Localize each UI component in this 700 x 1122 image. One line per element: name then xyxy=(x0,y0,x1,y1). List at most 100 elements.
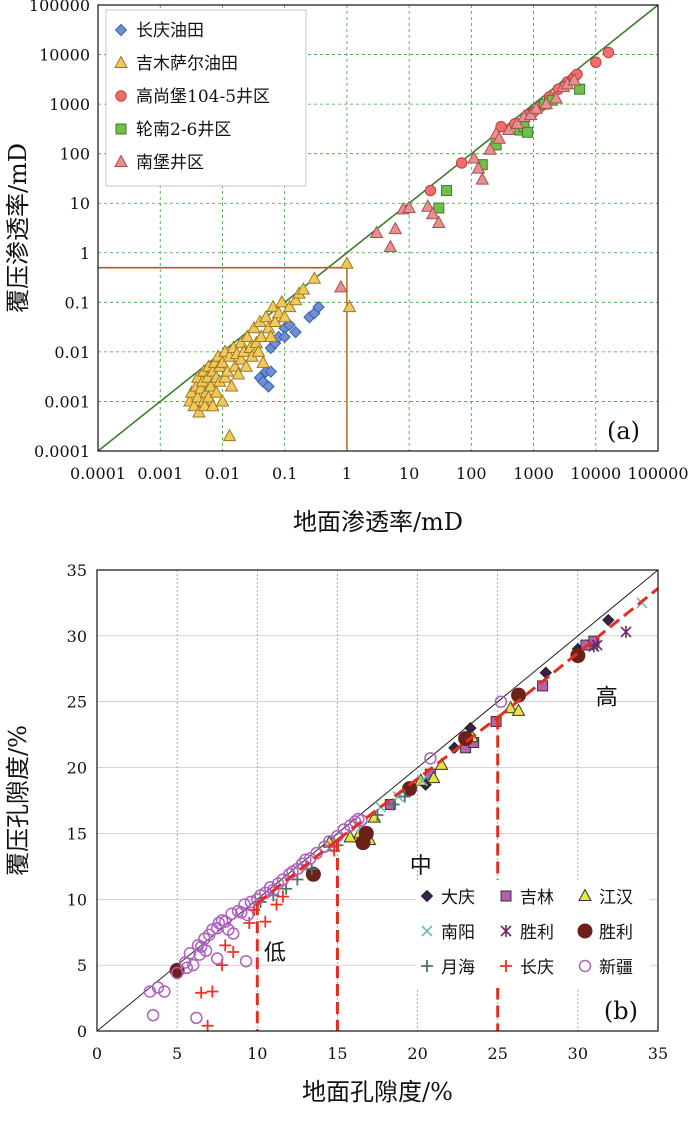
panel-label: (a) xyxy=(607,417,640,445)
data-point xyxy=(282,299,297,313)
data-point xyxy=(243,916,256,929)
data-point xyxy=(475,172,490,185)
x-tick-label: 10 xyxy=(247,1044,267,1063)
y-tick-label: 0.0001 xyxy=(34,442,90,461)
x-tick-label: 0.001 xyxy=(137,464,183,483)
y-tick-label: 5 xyxy=(77,956,87,975)
data-point xyxy=(218,915,232,928)
data-point xyxy=(420,199,435,212)
data-point xyxy=(251,344,266,357)
data-point xyxy=(274,294,289,308)
data-point xyxy=(215,355,230,368)
data-point xyxy=(288,292,303,306)
legend-marker xyxy=(500,960,512,972)
data-point xyxy=(523,107,538,121)
data-point xyxy=(234,335,249,349)
x-tick-label: 0.1 xyxy=(272,464,297,483)
legend-marker xyxy=(114,23,128,37)
data-point xyxy=(183,947,197,960)
data-point xyxy=(591,639,603,652)
legend-marker xyxy=(421,960,433,972)
x-tick-label: 15 xyxy=(327,1044,347,1063)
x-tick-label: 35 xyxy=(648,1044,668,1063)
data-point xyxy=(495,121,507,133)
zone-label: 高 xyxy=(596,685,618,710)
data-point xyxy=(567,72,582,86)
data-point xyxy=(264,329,278,342)
x-axis-label: 地面渗透率/mD xyxy=(293,508,463,536)
legend-marker xyxy=(578,959,592,973)
data-point xyxy=(342,299,357,313)
data-point xyxy=(529,101,543,114)
data-point xyxy=(259,309,273,323)
legend-box xyxy=(105,9,307,187)
series-1 xyxy=(183,256,357,442)
data-point xyxy=(195,986,208,999)
x-tick-label: 0 xyxy=(92,1044,102,1063)
data-point xyxy=(388,221,403,235)
y-tick-label: 1 xyxy=(80,244,90,263)
data-point xyxy=(239,359,253,372)
trend-segment xyxy=(336,716,499,842)
series-8 xyxy=(143,695,508,1025)
data-point xyxy=(226,927,240,940)
y-tick-label: 10 xyxy=(70,194,90,213)
data-point xyxy=(467,150,481,164)
data-point xyxy=(501,122,516,136)
data-point xyxy=(224,378,239,392)
legend-marker xyxy=(114,55,128,68)
data-point xyxy=(180,961,194,975)
data-point xyxy=(262,380,275,393)
data-point xyxy=(264,365,278,378)
zone-label: 中 xyxy=(410,854,432,879)
data-point xyxy=(278,330,291,344)
data-point xyxy=(574,83,586,95)
plot-frame xyxy=(97,4,659,452)
data-point xyxy=(210,952,224,965)
data-point xyxy=(259,915,272,928)
panel-b: 低 中 高 0 5 10 15 20 25 30 35 0 5 10 15 20 25 30 35 地面孔隙度/% 覆压… xyxy=(4,561,668,1106)
x-tick-label: 100000 xyxy=(627,464,688,483)
data-point xyxy=(276,890,289,903)
data-point xyxy=(355,814,368,827)
data-point xyxy=(256,355,270,368)
y-tick-label: 20 xyxy=(67,759,87,778)
data-point xyxy=(261,320,276,334)
x-tick-label: 25 xyxy=(488,1044,508,1063)
data-point xyxy=(227,945,240,958)
data-point xyxy=(369,225,384,239)
data-point xyxy=(494,695,508,708)
data-point xyxy=(184,385,199,398)
data-point xyxy=(201,1019,214,1032)
data-point xyxy=(143,985,157,998)
data-point xyxy=(305,866,321,882)
data-point xyxy=(387,798,400,811)
legend-marker xyxy=(115,123,127,135)
data-point xyxy=(289,325,302,339)
y-tick-label: 10000 xyxy=(39,46,90,65)
data-point xyxy=(358,825,374,841)
data-point xyxy=(590,56,602,68)
y-axis-label: 覆压渗透率/mD xyxy=(4,143,32,313)
data-point xyxy=(371,808,384,821)
legend-label: 南阳 xyxy=(441,923,475,943)
y-tick-label: 100 xyxy=(59,145,90,164)
x-tick-label: 1000 xyxy=(513,464,554,483)
data-point xyxy=(343,829,358,843)
data-point xyxy=(539,96,554,110)
data-point xyxy=(492,131,506,144)
data-point xyxy=(483,142,497,155)
data-point xyxy=(334,279,348,293)
zone-label: 低 xyxy=(264,941,286,966)
data-point xyxy=(570,648,586,664)
legend-label: 高尚堡104-5井区 xyxy=(136,87,270,107)
x-axis-label: 地面孔隙度/% xyxy=(302,1078,453,1106)
x-tick-label: 30 xyxy=(568,1044,588,1063)
data-point xyxy=(312,300,325,314)
data-point xyxy=(424,184,437,197)
data-point xyxy=(296,282,311,295)
data-point xyxy=(503,700,518,714)
data-point xyxy=(158,985,171,998)
